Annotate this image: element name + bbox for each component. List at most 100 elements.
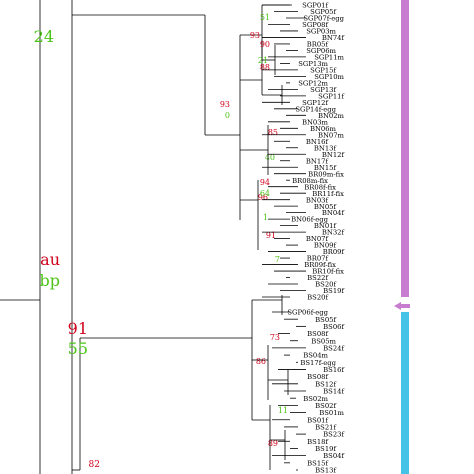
taxon-label: BS05m xyxy=(311,337,336,345)
support-bp-large: 24 xyxy=(34,27,54,46)
taxon-label: BS13f xyxy=(315,467,336,474)
taxon-label: BS24f xyxy=(323,345,344,353)
taxon-label: BN16f xyxy=(306,138,329,146)
taxon-label: BS01m xyxy=(319,409,344,417)
taxon-label: BS23f xyxy=(323,431,344,439)
taxon-label: BN15f xyxy=(314,164,337,172)
taxon-label: SGP15f xyxy=(310,66,336,74)
taxon-label: BS06f xyxy=(323,323,344,331)
support-bp-large: 55 xyxy=(68,339,88,358)
taxon-label: BR08f-fix xyxy=(304,183,336,191)
taxon-label: BN03m xyxy=(302,118,329,126)
taxon-label: SGP12m xyxy=(298,79,328,87)
support-au-label: 89 xyxy=(268,439,278,448)
taxon-label: SGP01f xyxy=(302,2,328,10)
taxon-label: SGP06m xyxy=(306,47,336,55)
support-bp-label: 51 xyxy=(260,13,270,22)
taxon-label: BS05f xyxy=(315,316,336,324)
taxon-label: BS14f xyxy=(323,388,344,396)
taxon-label: SGP06f-egg xyxy=(287,309,328,317)
support-au-label: 86 xyxy=(256,357,266,366)
support-bp-label: 0 xyxy=(225,111,230,120)
sgp06f-arrow-shaft xyxy=(400,304,410,308)
taxon-label: BR09f xyxy=(323,248,345,256)
taxon-label: BN13f xyxy=(314,144,337,152)
taxon-label: BR11f-fix xyxy=(312,190,344,198)
taxon-label: BS18f xyxy=(307,438,328,446)
taxon-label: BN32f xyxy=(322,229,345,237)
taxon-label: SGP05f xyxy=(310,8,336,16)
taxon-label: BS21f xyxy=(315,424,336,432)
taxon-label: BN05f xyxy=(314,203,337,211)
taxon-label: BR09f-fix xyxy=(304,261,336,269)
taxon-label: BS16f xyxy=(323,366,344,374)
taxon-label: BS04f xyxy=(323,452,344,460)
taxon-label: BN07f xyxy=(306,235,329,243)
legend-au-label: au xyxy=(40,250,60,269)
taxon-label: BN74f xyxy=(322,34,345,42)
upper-clade-bar xyxy=(401,0,409,297)
support-au-label: 90 xyxy=(260,40,270,49)
taxon-label: SGP03m xyxy=(306,28,336,36)
support-bp-label: 40 xyxy=(265,153,275,162)
taxon-label: BS20f xyxy=(315,281,336,289)
taxon-label: BS22f xyxy=(307,274,328,282)
taxon-label: BN17f xyxy=(306,157,329,165)
support-au-label: 96 xyxy=(258,193,268,202)
support-bp-label: 64 xyxy=(260,189,270,198)
taxon-label: BN06m xyxy=(310,125,337,133)
taxon-label: BS19f xyxy=(315,445,336,453)
taxon-label: BS04m xyxy=(303,352,328,360)
support-au-label: 93 xyxy=(250,31,260,40)
sgp06f-arrow-icon xyxy=(394,302,401,310)
taxon-label: SGP11f xyxy=(318,92,344,100)
support-au-label: 93 xyxy=(220,100,230,109)
taxon-label: SGP07f-egg xyxy=(303,15,344,23)
support-au-label: 85 xyxy=(268,128,278,137)
taxon-label: BR07f xyxy=(307,255,329,263)
taxon-label: BS08f xyxy=(307,330,328,338)
taxon-label: BS19f xyxy=(323,287,344,295)
taxon-label: BN02m xyxy=(318,112,345,120)
taxon-label: BN01f xyxy=(314,222,337,230)
taxon-label: SGP13f xyxy=(310,86,336,94)
legend-bp-label: bp xyxy=(40,271,60,290)
taxon-label: BR09m-fix xyxy=(308,170,344,178)
support-au-label: 88 xyxy=(260,63,270,72)
taxon-label: SGP14f-egg xyxy=(295,105,336,113)
taxon-label: SGP10m xyxy=(314,73,344,81)
support-bp-label: 1 xyxy=(263,213,268,222)
support-bp-label: 7 xyxy=(275,255,280,264)
taxon-label: BR08m-fix xyxy=(292,177,328,185)
support-au-label: 82 xyxy=(89,460,100,470)
taxon-label: SGP08f xyxy=(302,21,328,29)
support-au-label: 73 xyxy=(270,333,280,342)
support-au-label: 91 xyxy=(266,231,276,240)
taxon-label: BN09f xyxy=(314,242,337,250)
taxon-label: BS08f xyxy=(307,373,328,381)
taxon-label: BS15f xyxy=(307,459,328,467)
lower-clade-bar xyxy=(401,312,409,474)
taxon-label: BN12f xyxy=(322,151,345,159)
taxon-label: BS20f xyxy=(307,294,328,302)
taxon-label: SGP11m xyxy=(314,54,344,62)
taxon-label: BS17f-egg xyxy=(300,359,336,367)
support-bp-label: 11 xyxy=(278,406,288,415)
taxon-label: BS01f xyxy=(307,416,328,424)
taxon-label: BS12f xyxy=(315,380,336,388)
taxon-label: BN03f xyxy=(306,196,329,204)
taxon-label: SGP12f xyxy=(302,99,328,107)
taxon-label: BS02m xyxy=(303,395,328,403)
support-au-label: 94 xyxy=(260,178,270,187)
taxon-label: SGP13m xyxy=(298,60,328,68)
support-au-large: 91 xyxy=(68,319,88,338)
taxon-label: BN04f xyxy=(322,209,345,217)
support-bp-label: 21 xyxy=(258,56,268,65)
taxon-label: BR05f xyxy=(307,41,329,49)
taxon-label: BN06f-egg xyxy=(291,216,329,224)
taxon-label: BN07m xyxy=(318,131,345,139)
taxon-label: BR10f-fix xyxy=(312,268,344,276)
taxon-label: BS02f xyxy=(315,402,336,410)
